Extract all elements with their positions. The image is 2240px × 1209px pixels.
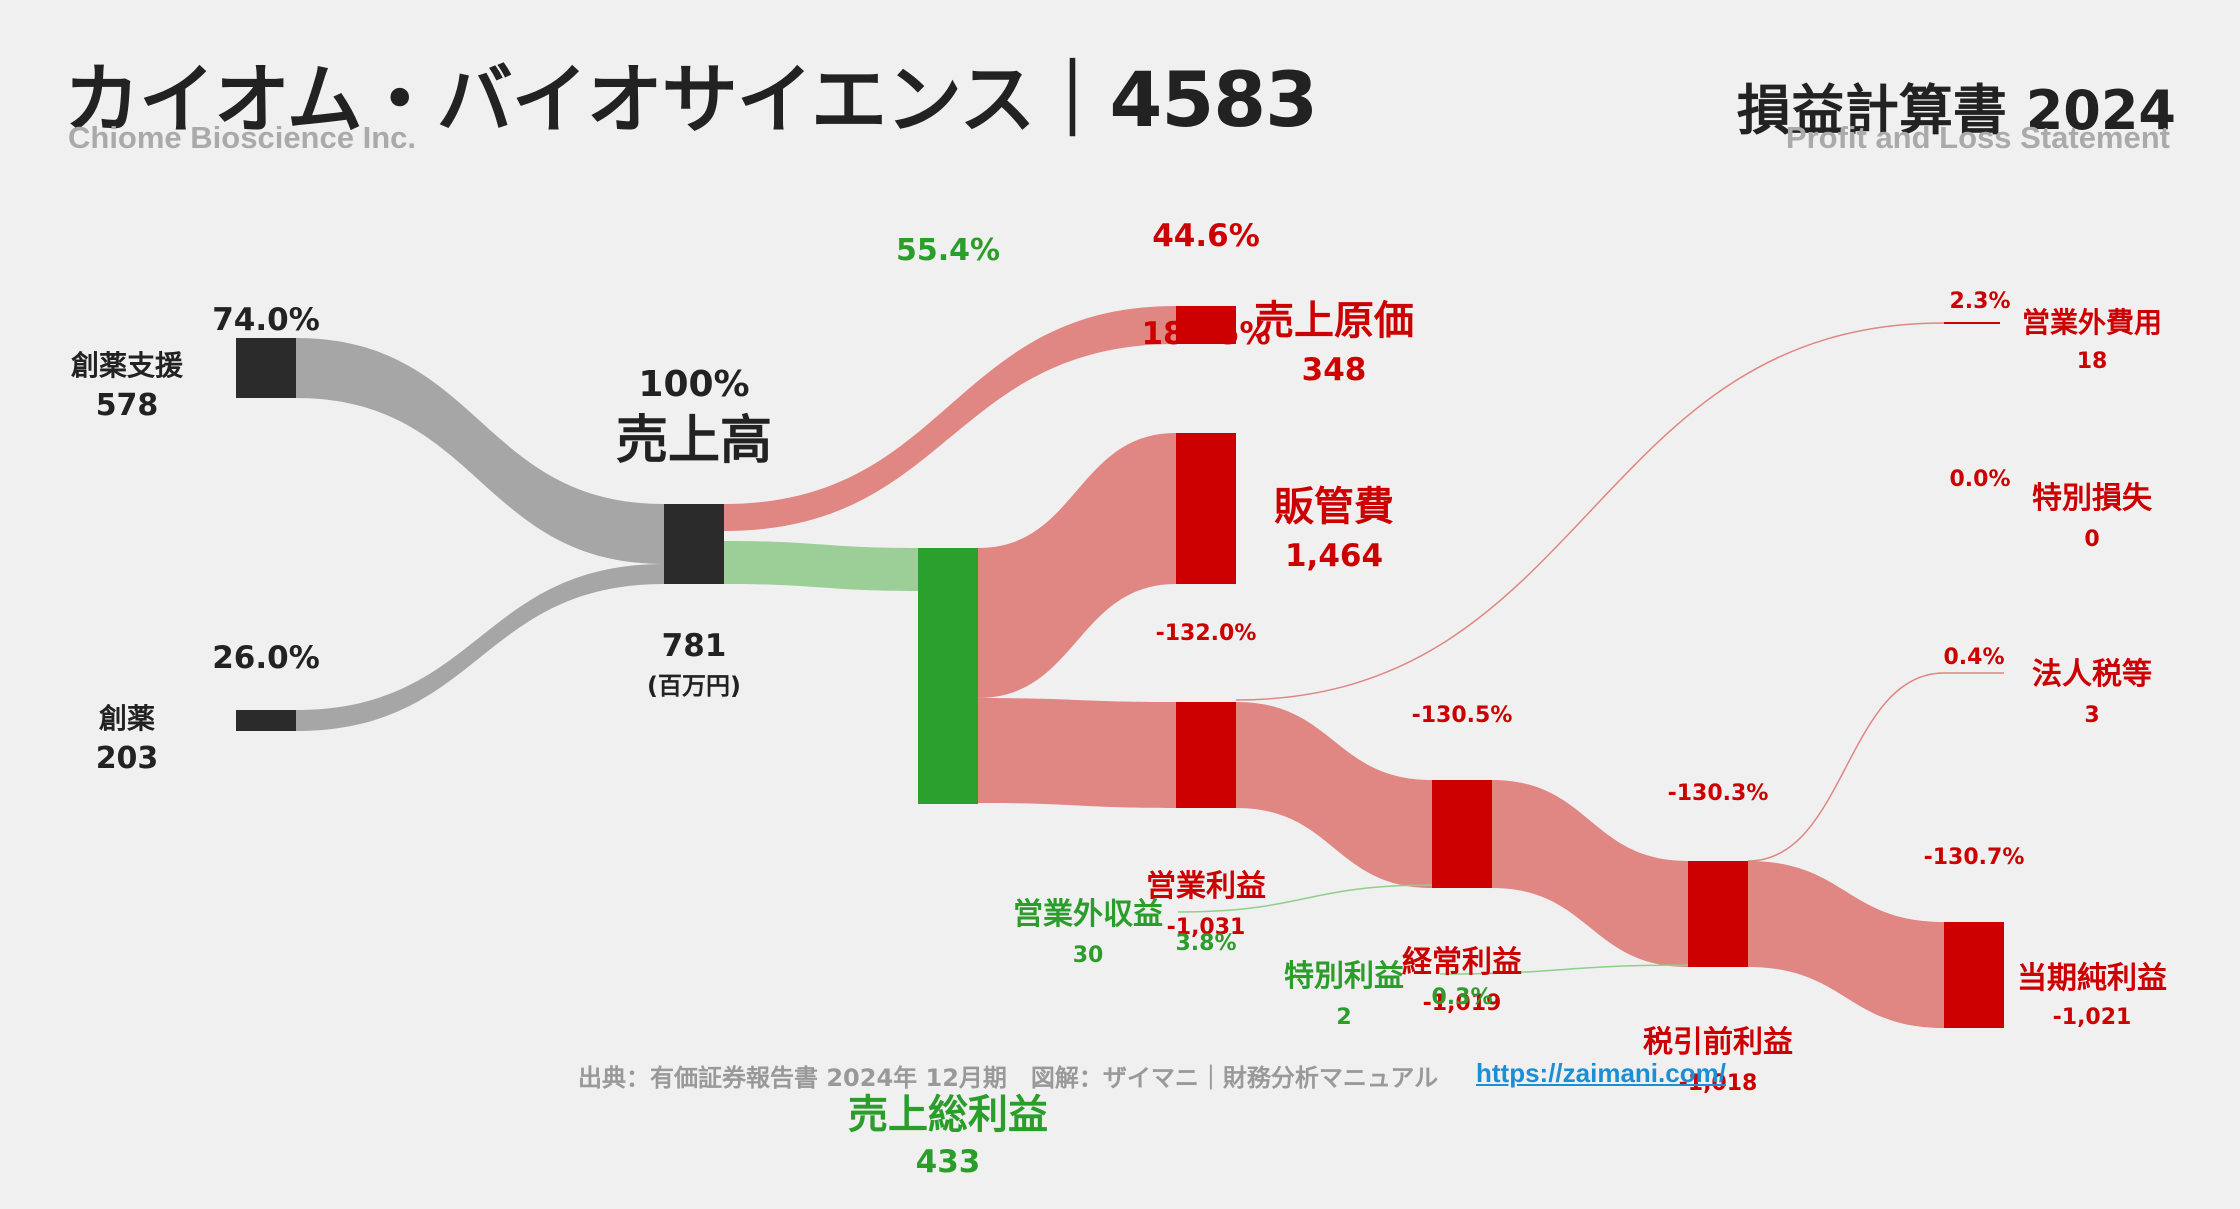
pct-gross-profit: 55.4% xyxy=(896,233,1000,268)
flow-gross-profit-to-operating-income xyxy=(978,698,1176,808)
pct-ordinary-income: -130.3% xyxy=(1668,781,1769,806)
value-sokuyaku-shien: 578 xyxy=(96,388,159,423)
pct-sokuyaku-shien: 74.0% xyxy=(212,302,320,338)
subpct-cogs: 187.5% xyxy=(1141,316,1270,352)
pct-extraordinary-loss: 0.0% xyxy=(1949,467,2010,492)
label-extraordinary-loss: 特別損失 xyxy=(2032,481,2153,516)
flow-revenue-to-cogs xyxy=(724,306,1176,531)
node-revenue xyxy=(664,504,724,584)
value-sga: 1,464 xyxy=(1285,538,1383,574)
flow-sokuyaku-shien-to-revenue xyxy=(296,338,664,564)
node-operating-income xyxy=(1176,702,1236,808)
value-pretax-income: -1,018 xyxy=(1679,1071,1758,1096)
label-extraordinary-income: 特別利益 xyxy=(1284,959,1404,994)
value-operating-income: -1,031 xyxy=(1167,915,1246,940)
unit-label: (百万円) xyxy=(647,672,741,700)
label-non-op-income: 営業外収益 xyxy=(1013,897,1163,932)
flow-revenue-to-gross-profit xyxy=(724,541,918,591)
sankey-nodes xyxy=(236,306,2004,1028)
company-english-name: Chiome Bioscience Inc. xyxy=(68,120,416,155)
flow-operating-to-non-op-expense xyxy=(1235,322,1945,701)
sankey-labels: 74.0%創薬支援57826.0%創薬203100%売上高781(百万円)55.… xyxy=(71,218,2167,1180)
flow-operating-to-ordinary-income xyxy=(1236,702,1432,888)
label-sokuyaku: 創薬 xyxy=(99,702,155,735)
value-extraordinary-income: 2 xyxy=(1336,1005,1351,1030)
source-link[interactable]: https://zaimani.com/ xyxy=(1476,1058,1726,1088)
label-revenue: 売上高 xyxy=(616,411,772,471)
statement-subtitle: Profit and Loss Statement xyxy=(1785,120,2170,155)
value-revenue: 781 xyxy=(662,628,727,664)
value-cogs: 348 xyxy=(1302,352,1367,388)
value-net-income: -1,021 xyxy=(2053,1005,2132,1030)
value-tax: 3 xyxy=(2084,703,2099,728)
flow-pretax-to-tax xyxy=(1747,672,1945,862)
label-sokuyaku-shien: 創薬支援 xyxy=(71,349,184,382)
company-title: カイオム・バイオサイエンス｜4583 xyxy=(64,55,1318,144)
node-gross-profit xyxy=(918,548,978,804)
flow-ordinary-to-pretax-income xyxy=(1492,780,1688,967)
flow-gross-profit-to-sga xyxy=(978,433,1176,698)
pct-sga: -132.0% xyxy=(1156,621,1257,646)
flow-sokuyaku-to-revenue xyxy=(296,564,664,731)
node-sokuyaku xyxy=(236,710,296,731)
label-ordinary-income: 経常利益 xyxy=(1402,945,1522,980)
value-extraordinary-loss: 0 xyxy=(2084,527,2099,552)
node-sokuyaku-shien xyxy=(236,338,296,398)
value-non-op-income: 30 xyxy=(1073,943,1104,968)
label-sga: 販管費 xyxy=(1274,484,1394,530)
label-cogs: 売上原価 xyxy=(1254,298,1414,344)
value-sokuyaku: 203 xyxy=(96,741,159,776)
pct-sokuyaku: 26.0% xyxy=(212,640,320,676)
label-operating-income: 営業利益 xyxy=(1146,869,1266,904)
flow-pretax-to-net-income xyxy=(1748,861,1944,1028)
label-non-op-expense: 営業外費用 xyxy=(2022,306,2162,339)
label-tax: 法人税等 xyxy=(2032,657,2152,692)
pct-tax: 0.4% xyxy=(1943,645,2004,670)
value-non-op-expense: 18 xyxy=(2077,349,2108,374)
pct-operating-income: -130.5% xyxy=(1412,703,1513,728)
source-note: 出典：有価証券報告書 2024年 12月期 図解：ザイマニ｜財務分析マニュアル xyxy=(578,1064,1439,1092)
label-pretax-income: 税引前利益 xyxy=(1643,1025,1793,1060)
node-pretax-income xyxy=(1688,861,1748,967)
value-gross-profit: 433 xyxy=(916,1144,981,1180)
node-net-income xyxy=(1944,922,2004,1028)
node-ordinary-income xyxy=(1432,780,1492,888)
value-ordinary-income: -1,019 xyxy=(1423,991,1502,1016)
node-sga xyxy=(1176,433,1236,584)
flow-extraordinary-income-to-pretax xyxy=(1439,964,1689,975)
pct-non-op-income: 3.8% xyxy=(1175,931,1236,956)
pct-non-op-expense: 2.3% xyxy=(1949,289,2010,314)
pct-pretax-income: -130.7% xyxy=(1924,845,2025,870)
pct-extraordinary-income: 0.3% xyxy=(1431,985,1492,1010)
pct-revenue: 100% xyxy=(638,364,749,405)
sankey-flows xyxy=(296,306,2004,1028)
label-gross-profit: 売上総利益 xyxy=(848,1092,1048,1138)
node-cogs xyxy=(1176,306,1236,344)
pct-cogs: 44.6% xyxy=(1152,218,1260,254)
statement-title: 損益計算書 2024 xyxy=(1736,79,2176,142)
label-net-income: 当期純利益 xyxy=(2017,961,2167,996)
flow-non-op-income-to-ordinary xyxy=(1177,884,1433,913)
